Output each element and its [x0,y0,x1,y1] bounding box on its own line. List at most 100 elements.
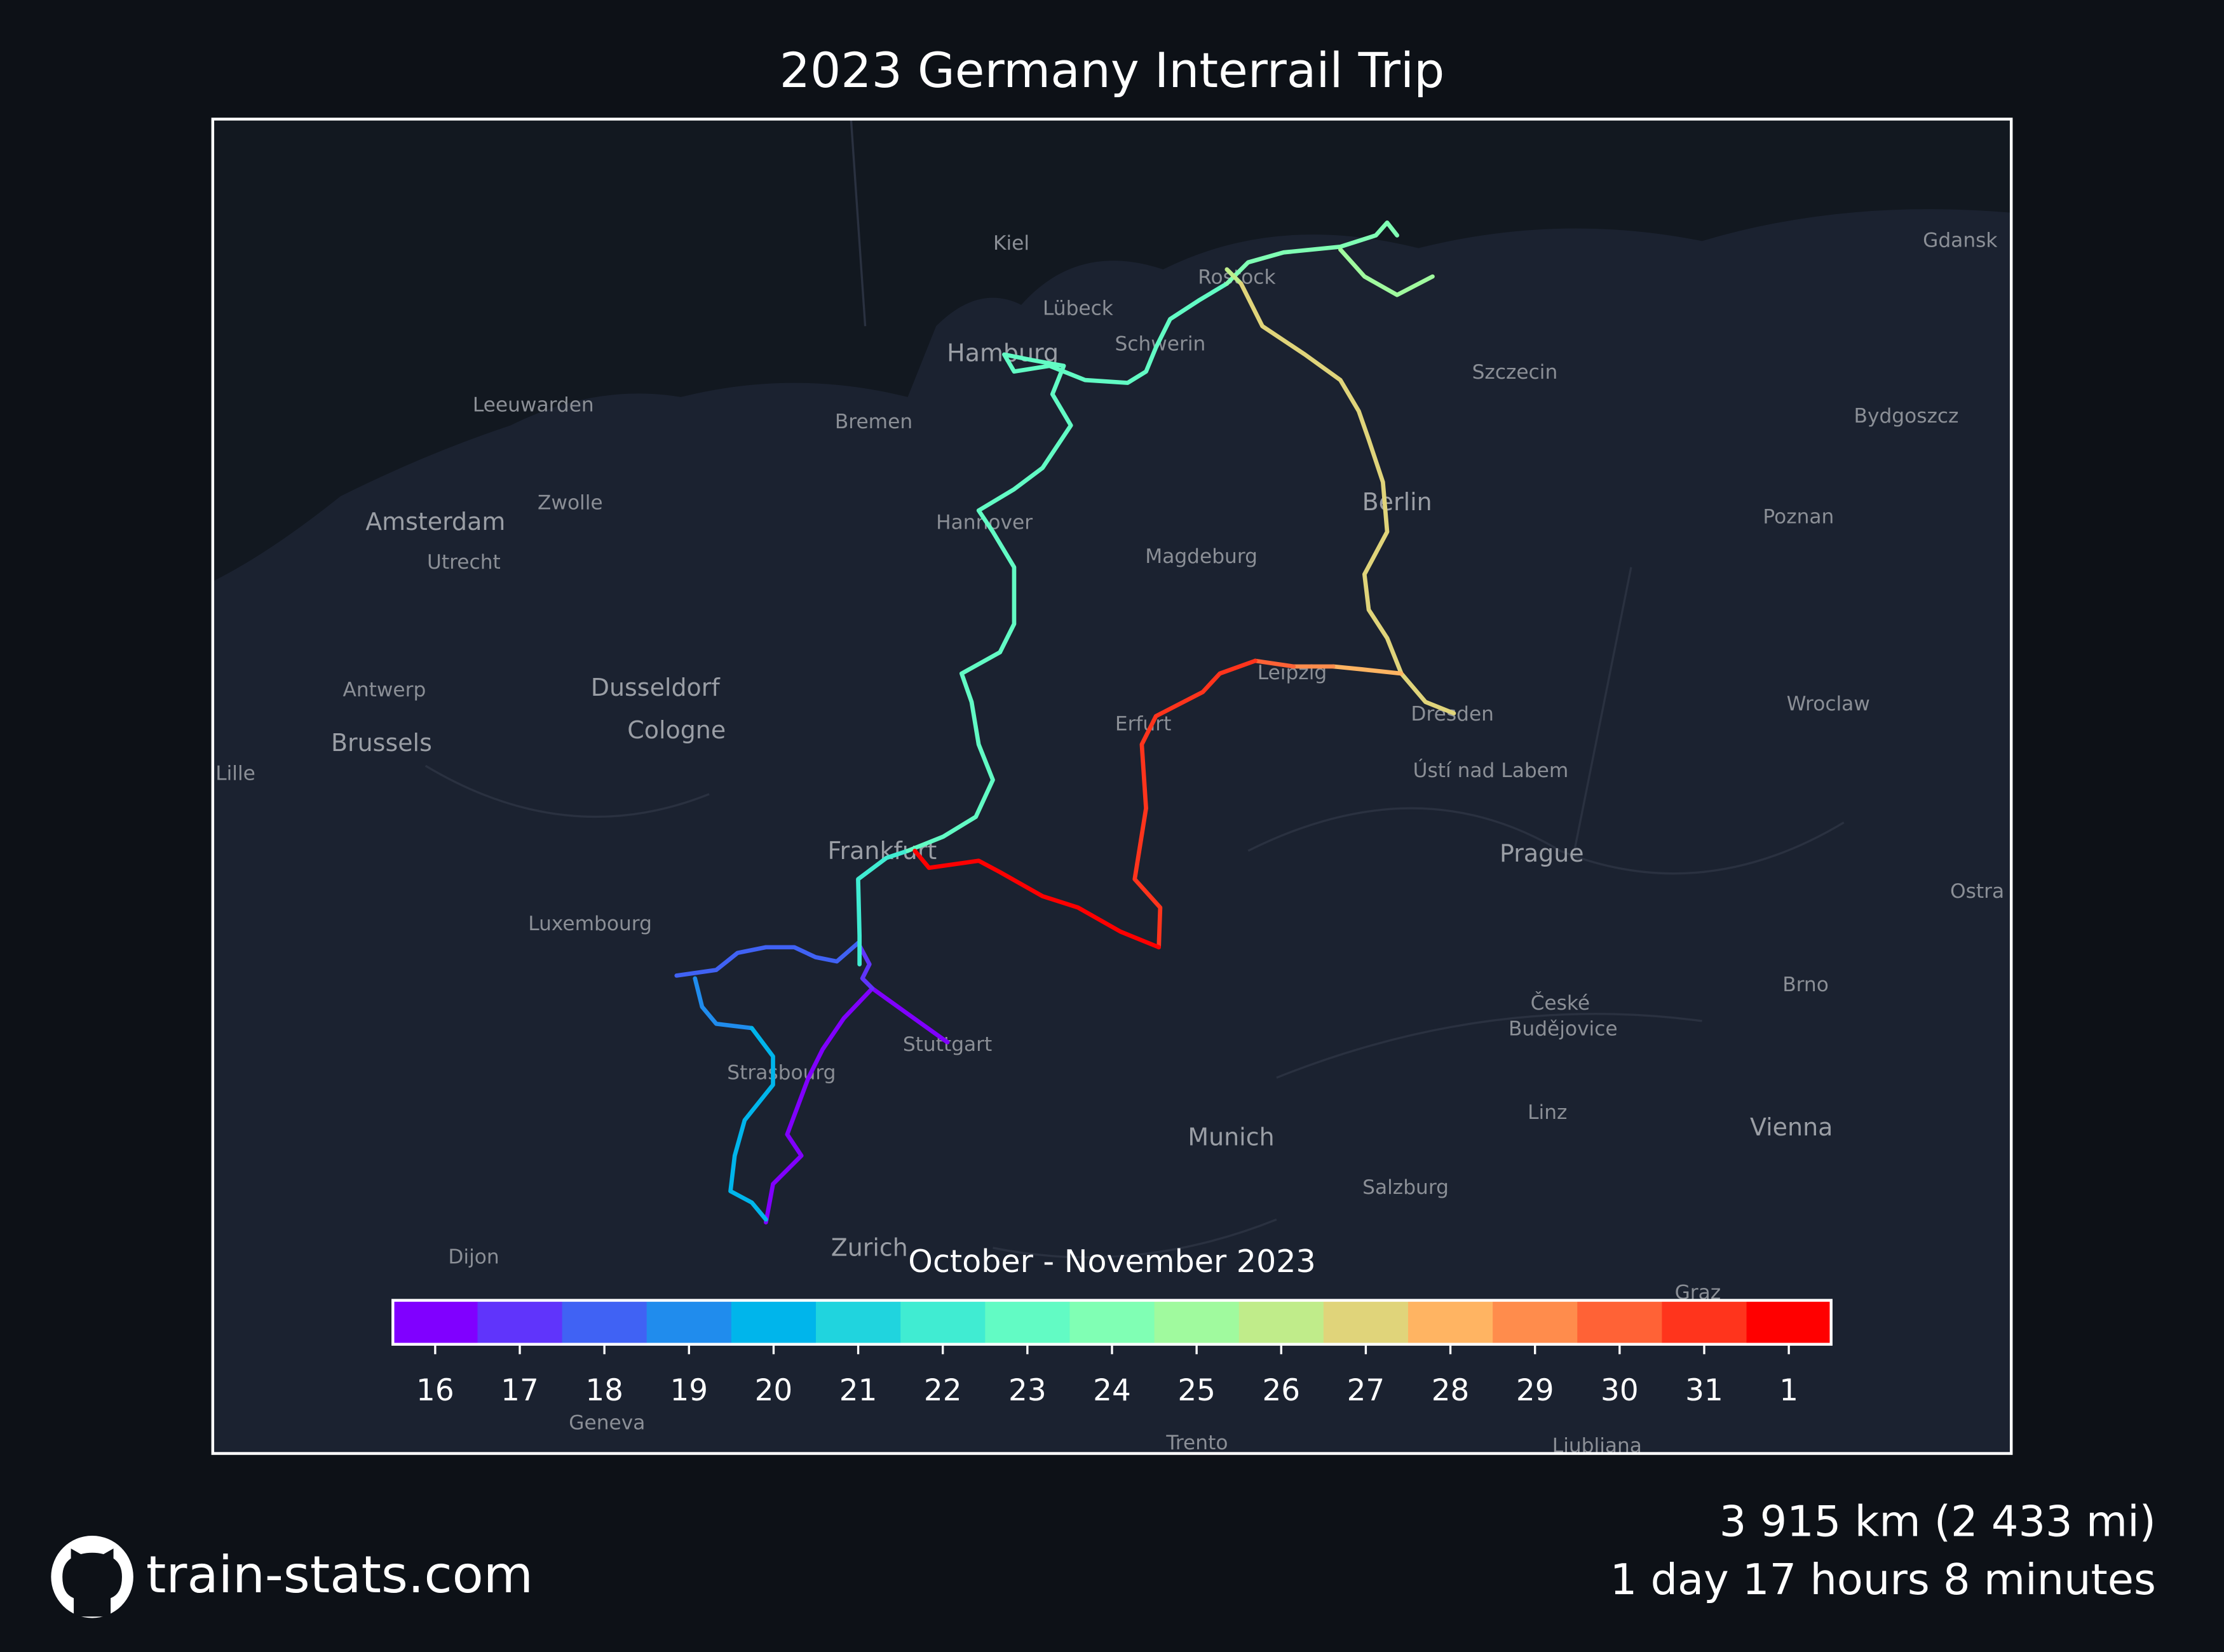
colorbar-tick-label: 26 [1262,1373,1300,1408]
github-icon [51,1535,133,1618]
colorbar-tick-label: 17 [501,1373,539,1408]
city-label: Stuttgart [903,1033,992,1056]
city-label: Trento [1165,1432,1228,1454]
colorbar-label: October - November 2023 [908,1243,1315,1280]
route [674,940,860,978]
city-label: Lille [215,762,255,785]
colorbar-segment [393,1300,478,1344]
route [1338,247,1435,297]
city-label: Budějovice [1509,1017,1618,1040]
routes [674,220,1456,1225]
city-label: Salzburg [1362,1176,1449,1199]
route [728,1026,775,1222]
city-label: Poznan [1763,506,1834,529]
city-label: Magdeburg [1145,545,1258,568]
city-label: Strasbourg [727,1061,836,1084]
colorbar-segment [1493,1300,1578,1344]
route [1238,281,1456,715]
route [693,976,754,1031]
colorbar-segment [900,1300,986,1344]
colorbar-segment [816,1300,902,1344]
colorbar-segment [731,1300,817,1344]
city-label: Dusseldorf [591,674,721,701]
city-label: Cologne [627,716,726,744]
city-label: České [1531,990,1590,1015]
route [856,940,875,991]
distance: 3 915 km (2 433 mi) [1719,1497,2156,1547]
colorbar-tick-label: 25 [1177,1373,1216,1408]
city-label: Bremen [835,410,912,433]
colorbar-tick-label: 19 [670,1373,708,1408]
city-label: Zwolle [538,491,603,514]
city-label: Vienna [1750,1113,1833,1141]
route [1132,658,1258,950]
colorbar-segment [1323,1300,1409,1344]
city-label: Erfurt [1115,712,1171,735]
sea [212,119,2012,582]
colorbar-segment [562,1300,648,1344]
colorbar-tick-label: 24 [1093,1373,1131,1408]
route [1224,220,1400,286]
colorbar-segment [1154,1300,1240,1344]
colorbar-segment [1238,1300,1324,1344]
route [912,848,1162,950]
city-label: Ostra [1950,880,2004,903]
route [1224,267,1244,286]
route [856,848,910,966]
city-labels: KielLübeckRostockSchwerinHamburgSzczecin… [215,229,2004,1457]
colorbar-tick-label: 27 [1347,1373,1385,1408]
colorbar-segment [477,1300,563,1344]
colorbar: 16 17 18 19 20 21 22 23 24 25 26 27 28 29 30 31 1 [391,1299,1833,1408]
city-label: Utrecht [427,551,501,574]
colorbar-frame [391,1299,1833,1346]
colorbar-tick-label: 20 [755,1373,793,1408]
city-label: Linz [1528,1101,1567,1124]
colorbar-tick-label: 28 [1432,1373,1470,1408]
city-label: Berlin [1362,488,1432,516]
city-label: Geneva [569,1412,645,1435]
city-label: Ljubljana [1552,1434,1642,1457]
route [1253,658,1296,669]
colorbar-tick-label: 21 [839,1373,878,1408]
colorbar-tick-label: 23 [1008,1373,1047,1408]
map-frame [211,118,2013,1455]
city-label: Dijon [448,1246,499,1269]
city-label: Antwerp [342,679,426,701]
city-label: Ústí nad Labem [1413,757,1569,782]
colorbar-segment [1069,1300,1155,1344]
city-label: Lübeck [1043,297,1113,320]
city-label: Gdansk [1923,229,1997,252]
city-label: Brussels [331,729,432,757]
title: 2023 Germany Interrail Trip [780,43,1445,98]
colorbar-tick-label: 22 [924,1373,962,1408]
colorbar-segment [1407,1300,1494,1344]
city-label: Brno [1782,973,1829,996]
colorbar-tick-label: 18 [585,1373,623,1408]
city-label: Zurich [831,1234,908,1262]
border [424,119,1845,1259]
colorbar-segment [1746,1300,1832,1344]
colorbar-segment [985,1300,1071,1344]
colorbar-tick-label: 30 [1601,1373,1639,1408]
colorbar-segment [1577,1300,1663,1344]
route [905,281,1230,853]
colorbar-segment [646,1300,732,1344]
city-label: Szczecin [1472,361,1558,384]
city-label: Munich [1188,1123,1274,1151]
colorbar-tick-label: 16 [416,1373,454,1408]
city-label: Prague [1500,839,1584,867]
city-label: Luxembourg [528,912,652,935]
city-label: Bydgoszcz [1854,405,1959,428]
duration: 1 day 17 hours 8 minutes [1610,1555,2156,1604]
city-label: Leeuwarden [473,393,594,416]
route [764,986,950,1225]
colorbar-tick-label: 29 [1516,1373,1554,1408]
site-name: train-stats.com [146,1545,533,1604]
city-label: Wroclaw [1787,693,1870,715]
city-label: Amsterdam [365,508,505,536]
colorbar-segment [1662,1300,1747,1344]
colorbar-tick-label: 1 [1779,1373,1798,1408]
colorbar-tick-label: 31 [1685,1373,1723,1408]
